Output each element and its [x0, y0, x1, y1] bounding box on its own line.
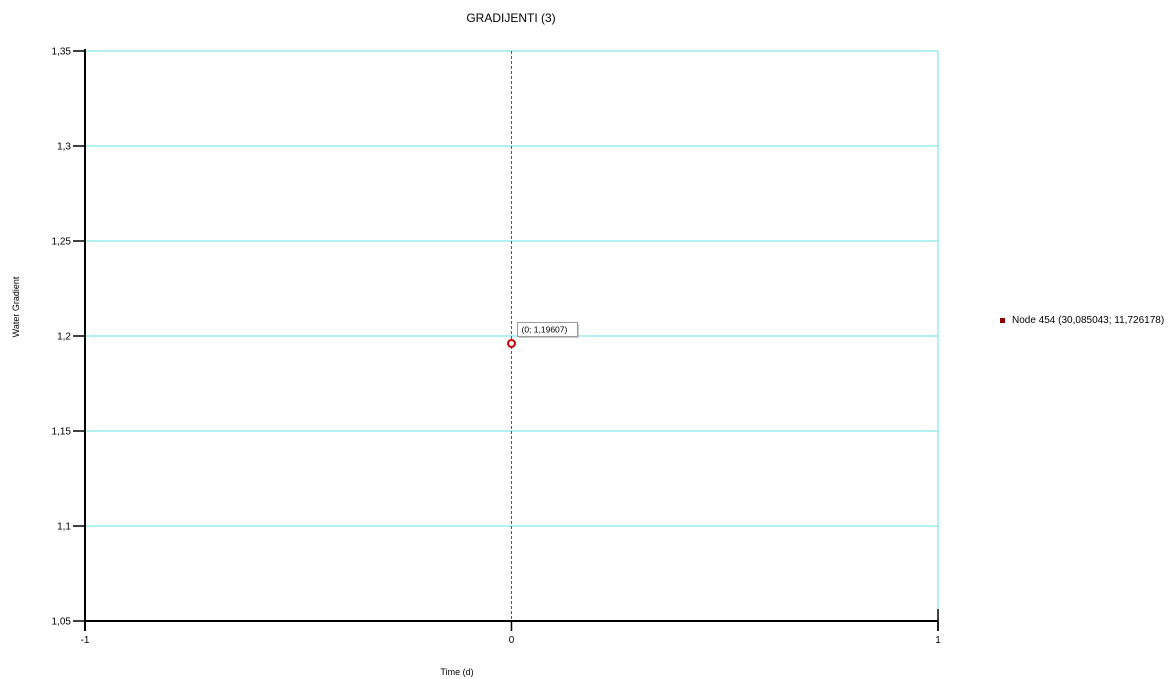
x-axis-label: Time (d): [440, 667, 473, 677]
legend-swatch-node-454: [1000, 318, 1005, 323]
series-layer: (0; 1,19607): [507, 321, 579, 348]
y-axis-label: Water Gradient: [11, 276, 21, 337]
y-tick-label: 1,25: [52, 237, 72, 248]
y-tick-label: 1,1: [57, 522, 71, 533]
point-tooltip: (0; 1,19607): [517, 321, 579, 338]
tooltip-text: (0; 1,19607): [522, 324, 568, 334]
y-tick-label: 1,15: [52, 427, 72, 438]
y-tick-label: 1,05: [52, 617, 72, 628]
legend: Node 454 (30,085043; 11,726178): [1000, 315, 1164, 326]
tooltip-box: [517, 321, 578, 337]
y-tick-label: 1,3: [57, 142, 71, 153]
chart-title: GRADIJENTI (3): [466, 11, 555, 25]
y-tick-label: 1,2: [57, 332, 71, 343]
grid-lines: [85, 50, 939, 621]
y-tick-label: 1,35: [52, 47, 72, 58]
tick-labels: 1,05 1,1 1,15 1,2 1,25 1,3 1,35 -1 0 1: [52, 47, 942, 647]
x-tick-label: 1: [935, 635, 941, 646]
data-point-node-454: [507, 338, 516, 348]
legend-label-node-454: Node 454 (30,085043; 11,726178): [1012, 315, 1165, 326]
x-tick-label: -1: [81, 635, 90, 646]
x-tick-label: 0: [509, 635, 515, 646]
axes: [73, 49, 939, 631]
